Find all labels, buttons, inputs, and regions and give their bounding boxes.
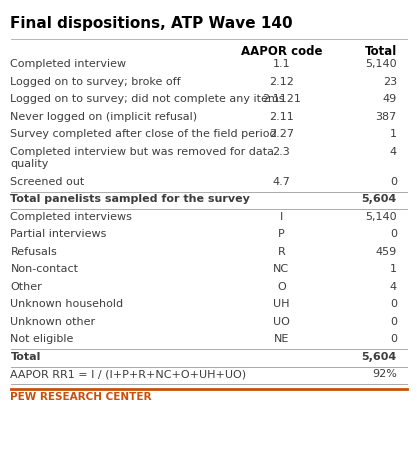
Text: 49: 49: [383, 94, 397, 104]
Text: Survey completed after close of the field period: Survey completed after close of the fiel…: [10, 129, 277, 139]
Text: 2.27: 2.27: [269, 129, 294, 139]
Text: Other: Other: [10, 281, 42, 291]
Text: Total panelists sampled for the survey: Total panelists sampled for the survey: [10, 194, 250, 204]
Text: NC: NC: [273, 264, 289, 274]
Text: Logged on to survey; broke off: Logged on to survey; broke off: [10, 77, 181, 87]
Text: 1: 1: [390, 129, 397, 139]
Text: UH: UH: [273, 299, 290, 309]
Text: 459: 459: [375, 247, 397, 257]
Text: Logged on to survey; did not complete any items: Logged on to survey; did not complete an…: [10, 94, 285, 104]
Text: Non-contact: Non-contact: [10, 264, 79, 274]
Text: Refusals: Refusals: [10, 247, 57, 257]
Text: O: O: [277, 281, 286, 291]
Text: 5,604: 5,604: [362, 194, 397, 204]
Text: 4: 4: [390, 281, 397, 291]
Text: 5,140: 5,140: [365, 212, 397, 222]
Text: 5,140: 5,140: [365, 59, 397, 69]
Text: NE: NE: [274, 334, 289, 344]
Text: Completed interview but was removed for data
quality: Completed interview but was removed for …: [10, 147, 275, 169]
Text: 0: 0: [390, 299, 397, 309]
Text: Never logged on (implicit refusal): Never logged on (implicit refusal): [10, 112, 198, 122]
Text: PEW RESEARCH CENTER: PEW RESEARCH CENTER: [10, 392, 152, 402]
Text: 23: 23: [383, 77, 397, 87]
Text: 0: 0: [390, 177, 397, 187]
Text: I: I: [280, 212, 283, 222]
Text: 4: 4: [390, 147, 397, 157]
Text: R: R: [278, 247, 285, 257]
Text: 2.11: 2.11: [269, 112, 294, 122]
Text: 2.12: 2.12: [269, 77, 294, 87]
Text: UO: UO: [273, 316, 290, 326]
Text: Total: Total: [10, 351, 41, 361]
Text: P: P: [278, 229, 285, 239]
Text: 0: 0: [390, 229, 397, 239]
Text: 1.1: 1.1: [273, 59, 290, 69]
Text: 387: 387: [375, 112, 397, 122]
Text: 0: 0: [390, 316, 397, 326]
Text: Total: Total: [365, 45, 397, 59]
Text: 4.7: 4.7: [273, 177, 290, 187]
Text: 0: 0: [390, 334, 397, 344]
Text: 2.3: 2.3: [273, 147, 290, 157]
Text: Final dispositions, ATP Wave 140: Final dispositions, ATP Wave 140: [10, 16, 293, 31]
Text: Completed interview: Completed interview: [10, 59, 126, 69]
Text: Partial interviews: Partial interviews: [10, 229, 107, 239]
Text: Completed interviews: Completed interviews: [10, 212, 132, 222]
Text: 2.1121: 2.1121: [262, 94, 301, 104]
Text: 5,604: 5,604: [362, 351, 397, 361]
Text: Not eligible: Not eligible: [10, 334, 74, 344]
Text: 1: 1: [390, 264, 397, 274]
Text: 92%: 92%: [372, 369, 397, 379]
Text: Screened out: Screened out: [10, 177, 85, 187]
Text: Unknown household: Unknown household: [10, 299, 123, 309]
Text: AAPOR RR1 = I / (I+P+R+NC+O+UH+UO): AAPOR RR1 = I / (I+P+R+NC+O+UH+UO): [10, 369, 247, 379]
Text: AAPOR code: AAPOR code: [241, 45, 322, 59]
Text: Unknown other: Unknown other: [10, 316, 96, 326]
